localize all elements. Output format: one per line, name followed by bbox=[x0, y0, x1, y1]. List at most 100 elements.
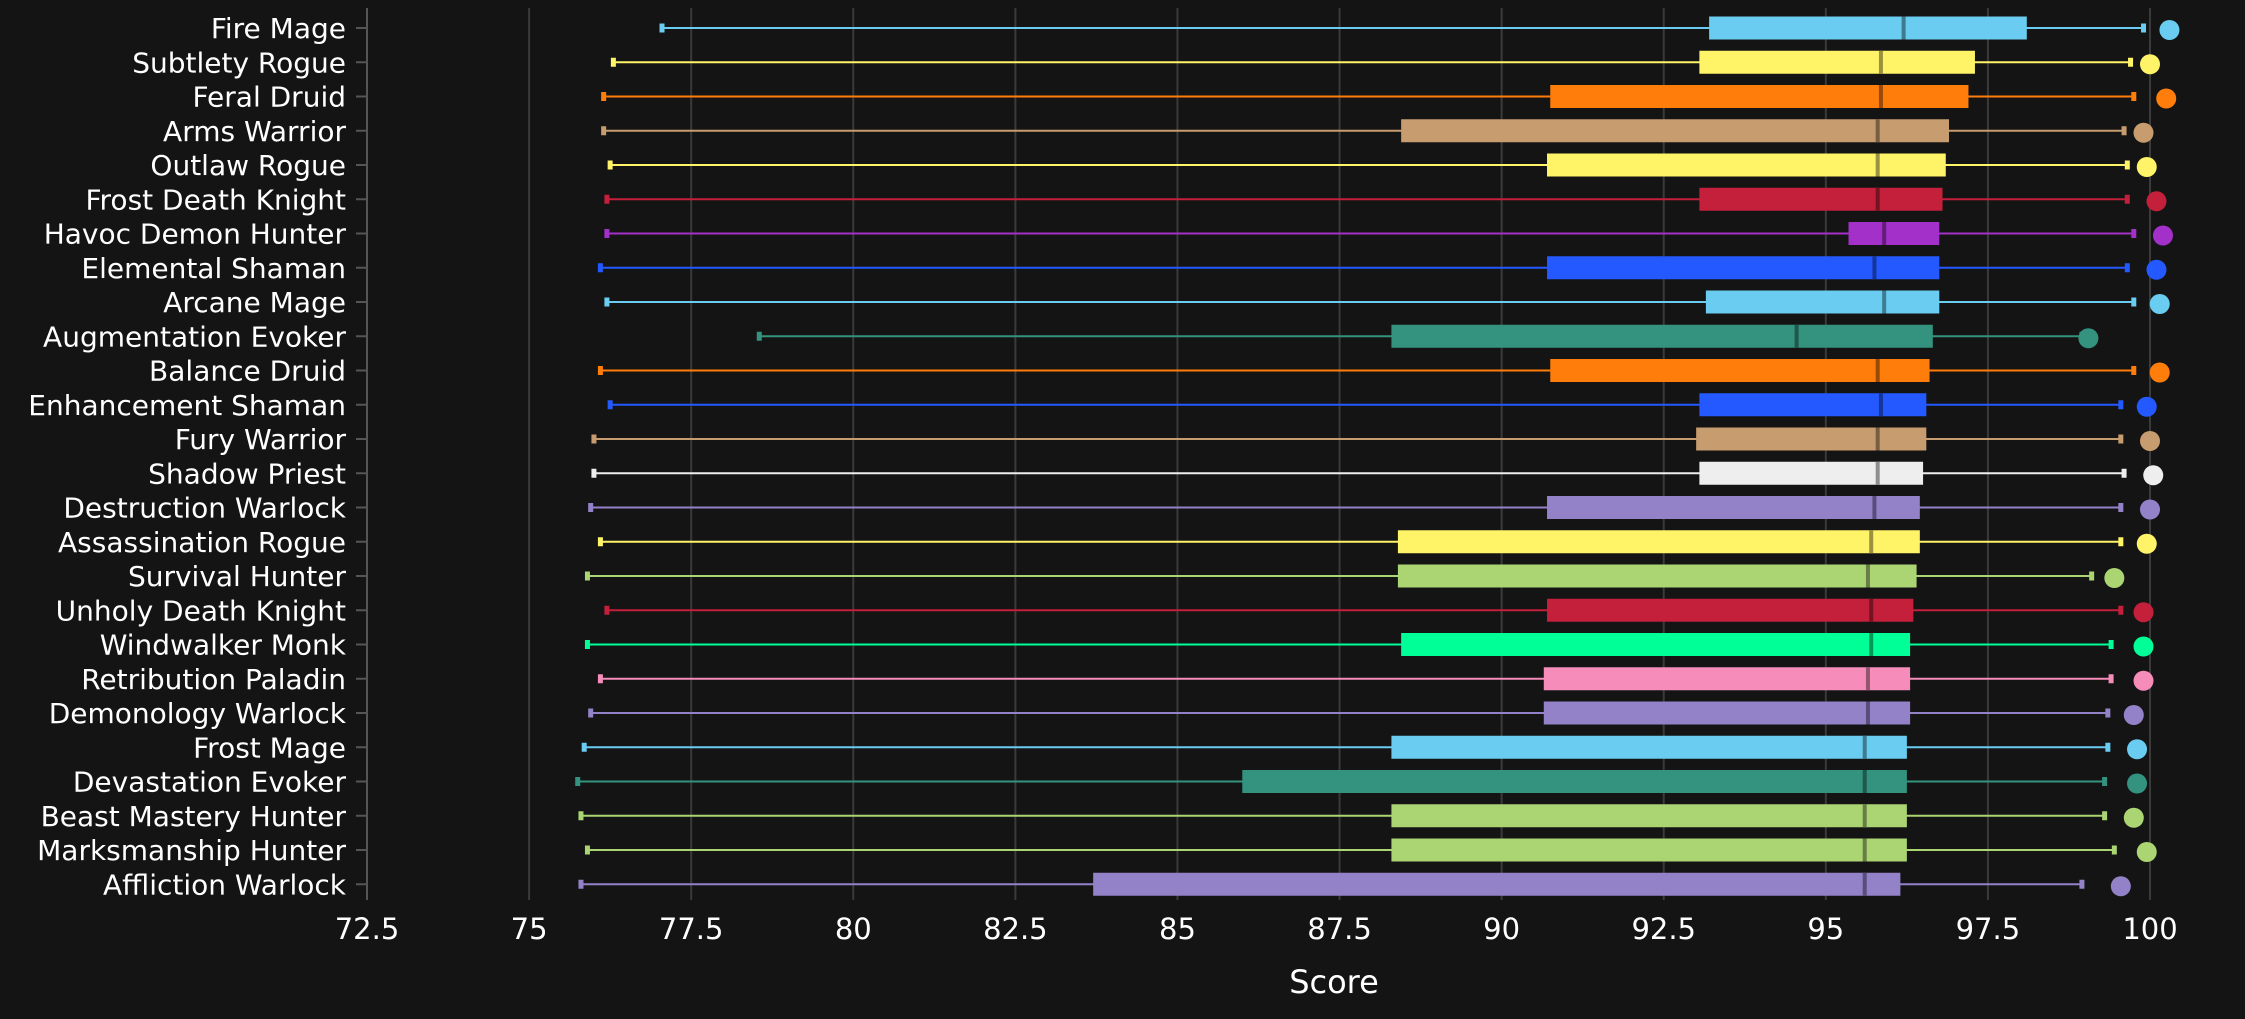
whisker-cap bbox=[2131, 229, 2137, 238]
box-row bbox=[601, 85, 2177, 109]
whisker-cap bbox=[2108, 640, 2114, 649]
median-line bbox=[1862, 735, 1867, 759]
box-row bbox=[578, 872, 2131, 897]
category-label: Destruction Warlock bbox=[63, 492, 346, 525]
iqr-box bbox=[1391, 324, 1933, 348]
category-label: Enhancement Shaman bbox=[28, 389, 346, 422]
whisker-cap bbox=[2111, 845, 2117, 855]
whisker-cap bbox=[2121, 126, 2127, 136]
iqr-box bbox=[1550, 85, 1969, 108]
whisker-cap bbox=[588, 503, 594, 512]
category-label: Marksmanship Hunter bbox=[37, 834, 346, 867]
category-label: Unholy Death Knight bbox=[56, 594, 346, 627]
outlier-point bbox=[2156, 88, 2177, 109]
whisker-cap bbox=[2105, 742, 2111, 752]
whisker-cap bbox=[2102, 777, 2108, 786]
iqr-box bbox=[1547, 598, 1914, 622]
median-line bbox=[1875, 359, 1880, 382]
whisker-cap bbox=[2118, 400, 2124, 410]
outlier-point bbox=[2152, 225, 2173, 246]
category-label: Shadow Priest bbox=[148, 457, 346, 490]
x-tick-label: 85 bbox=[1159, 912, 1196, 946]
whisker-cap bbox=[591, 468, 597, 478]
box-row bbox=[597, 256, 2167, 280]
whisker-cap bbox=[659, 23, 665, 33]
whisker-cap bbox=[2079, 879, 2085, 889]
whisker-cap bbox=[604, 229, 610, 238]
box-row bbox=[604, 598, 2154, 623]
whisker-cap bbox=[584, 845, 590, 855]
whisker-cap bbox=[581, 742, 587, 752]
iqr-box bbox=[1093, 872, 1901, 896]
median-line bbox=[1875, 153, 1880, 177]
median-line bbox=[1875, 427, 1880, 451]
whisker-cap bbox=[2131, 297, 2137, 307]
whisker-cap bbox=[597, 366, 603, 375]
whisker-cap bbox=[578, 879, 584, 889]
box-row bbox=[578, 804, 2144, 828]
iqr-box bbox=[1709, 16, 2027, 40]
median-line bbox=[1865, 667, 1870, 691]
category-label: Elemental Shaman bbox=[81, 252, 346, 285]
x-tick-label: 90 bbox=[1483, 912, 1520, 946]
outlier-point bbox=[2123, 705, 2144, 725]
category-label: Balance Druid bbox=[149, 355, 346, 388]
category-label: Havoc Demon Hunter bbox=[44, 218, 347, 251]
iqr-box bbox=[1699, 187, 1943, 211]
box-row bbox=[659, 16, 2180, 40]
whisker-cap bbox=[2121, 468, 2127, 478]
outlier-point bbox=[2078, 328, 2099, 349]
category-label: Subtlety Rogue bbox=[132, 46, 346, 79]
category-label: Augmentation Evoker bbox=[43, 320, 346, 353]
box-row bbox=[607, 393, 2157, 417]
median-line bbox=[1878, 85, 1883, 108]
whisker-cap bbox=[2105, 708, 2111, 718]
whisker-cap bbox=[610, 57, 616, 67]
outlier-point bbox=[2133, 670, 2154, 691]
outlier-point bbox=[2104, 568, 2125, 588]
category-label: Demonology Warlock bbox=[49, 697, 347, 730]
whisker-cap bbox=[2124, 263, 2130, 273]
whisker-cap bbox=[2118, 537, 2124, 547]
box-row bbox=[591, 461, 2164, 486]
category-label: Fury Warrior bbox=[175, 423, 347, 456]
box-row bbox=[584, 838, 2157, 862]
median-line bbox=[1875, 119, 1880, 143]
box-row bbox=[581, 735, 2148, 760]
median-line bbox=[1872, 256, 1877, 280]
iqr-box bbox=[1696, 427, 1927, 451]
category-label: Arms Warrior bbox=[163, 115, 346, 148]
outlier-point bbox=[2146, 191, 2167, 212]
whisker-cap bbox=[2118, 503, 2124, 512]
iqr-box bbox=[1543, 667, 1911, 691]
iqr-box bbox=[1699, 393, 1927, 417]
outlier-point bbox=[2133, 122, 2154, 143]
x-tick-label: 95 bbox=[1807, 912, 1844, 946]
box-row bbox=[588, 496, 2160, 520]
outlier-point bbox=[2159, 20, 2180, 40]
whisker-cap bbox=[597, 537, 603, 547]
iqr-box bbox=[1547, 153, 1946, 177]
whisker-cap bbox=[575, 777, 581, 786]
outlier-point bbox=[2136, 396, 2157, 417]
median-line bbox=[1875, 187, 1880, 211]
whisker-cap bbox=[607, 160, 613, 170]
whisker-cap bbox=[604, 605, 610, 615]
whisker-cap bbox=[604, 297, 610, 307]
box-row bbox=[575, 770, 2148, 794]
whisker-cap bbox=[584, 640, 590, 649]
iqr-box bbox=[1397, 530, 1920, 554]
box-row bbox=[756, 324, 2099, 349]
iqr-box bbox=[1848, 222, 1940, 245]
outlier-point bbox=[2146, 259, 2167, 280]
outlier-point bbox=[2140, 431, 2160, 451]
box-row bbox=[597, 530, 2157, 554]
box-series bbox=[575, 16, 2180, 897]
iqr-box bbox=[1401, 633, 1911, 656]
outlier-point bbox=[2110, 876, 2131, 897]
whisker-cap bbox=[584, 571, 590, 581]
category-label: Frost Mage bbox=[193, 731, 346, 764]
median-line bbox=[1878, 393, 1883, 417]
